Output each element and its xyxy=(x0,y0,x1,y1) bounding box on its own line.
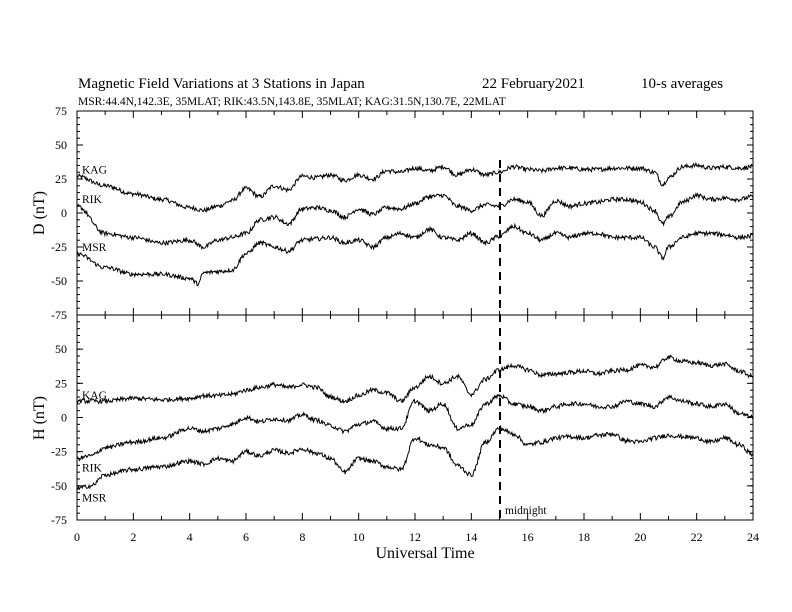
y-tick-label: 50 xyxy=(55,138,67,152)
chart-averaging: 10-s averages xyxy=(641,76,723,92)
x-tick-label: 20 xyxy=(634,530,646,544)
y-tick-label: -75 xyxy=(51,308,67,322)
y-tick-label: 25 xyxy=(55,376,67,390)
y-tick-label: 0 xyxy=(61,411,67,425)
x-tick-label: 0 xyxy=(74,530,80,544)
series-line-kag-d xyxy=(76,161,754,213)
series-label-rik: RIK xyxy=(82,194,103,206)
chart-date: 22 February2021 xyxy=(482,76,585,92)
series-line-rik-h xyxy=(76,393,754,462)
series-line-msr-h xyxy=(77,424,754,491)
x-tick-label: 2 xyxy=(130,530,136,544)
series-label-rik: RIK xyxy=(82,463,103,475)
series-line-kag-h xyxy=(76,354,754,405)
x-tick-label: 8 xyxy=(299,530,305,544)
y-tick-label: -25 xyxy=(51,240,67,254)
chart-title: Magnetic Field Variations at 3 Stations … xyxy=(78,76,365,92)
midnight-label: midnight xyxy=(505,505,547,517)
y-tick-label: -25 xyxy=(51,445,67,459)
bottom-y-axis-label: H (nT) xyxy=(31,396,48,440)
y-tick-label: 25 xyxy=(55,172,67,186)
x-tick-label: 14 xyxy=(465,530,477,544)
series-label-kag: KAG xyxy=(82,390,107,402)
series-line-rik-d xyxy=(76,191,754,250)
x-tick-label: 22 xyxy=(691,530,703,544)
x-tick-label: 16 xyxy=(522,530,534,544)
stations-info: MSR:44.4N,142.3E, 35MLAT; RIK:43.5N,143.… xyxy=(78,96,506,108)
series-line-msr-d xyxy=(76,222,754,287)
x-tick-label: 24 xyxy=(747,530,759,544)
x-tick-label: 4 xyxy=(187,530,193,544)
x-axis-label: Universal Time xyxy=(375,545,474,562)
y-tick-label: 50 xyxy=(55,342,67,356)
y-tick-label: -50 xyxy=(51,274,67,288)
y-tick-label: -50 xyxy=(51,479,67,493)
x-tick-label: 12 xyxy=(409,530,421,544)
y-tick-label: 0 xyxy=(61,206,67,220)
y-tick-label: -75 xyxy=(51,513,67,527)
series-label-msr: MSR xyxy=(82,242,107,254)
y-tick-label: 75 xyxy=(55,104,67,118)
top-y-axis-label: D (nT) xyxy=(31,191,48,235)
data-series xyxy=(76,161,754,491)
x-tick-label: 10 xyxy=(353,530,365,544)
x-tick-label: 6 xyxy=(243,530,249,544)
series-label-kag: KAG xyxy=(82,164,107,176)
series-labels: KAG RIK MSR KAG RIK MSR xyxy=(82,164,107,504)
series-label-msr: MSR xyxy=(82,493,107,505)
x-tick-label: 18 xyxy=(578,530,590,544)
